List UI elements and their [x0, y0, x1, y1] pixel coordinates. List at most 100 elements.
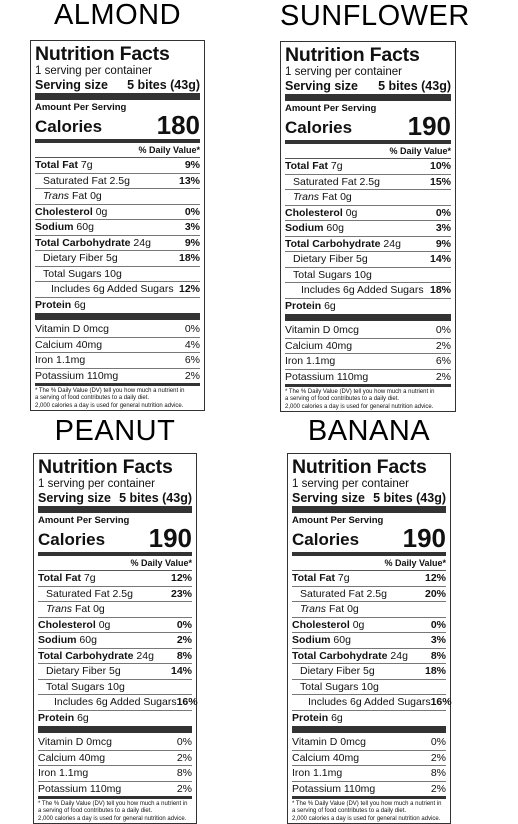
nutrient-percent: 0%	[430, 736, 446, 748]
nutrient-name: Calcium 40mg	[285, 339, 353, 352]
vitamins-section: Vitamin D 0mcg 0% Calcium 40mg 4% Iron 1…	[35, 322, 200, 383]
divider-thick	[285, 314, 451, 321]
footnote-line: * The % Daily Value (DV) tell you how mu…	[38, 801, 188, 807]
nutrition-label: Nutrition Facts 1 serving per container …	[287, 453, 452, 824]
footnote-line: a serving of food contributes to a daily…	[292, 808, 407, 815]
nutrient-percent: 2%	[176, 634, 192, 646]
nutrient-amount: 24g	[383, 237, 401, 250]
vitamin-d-row: Vitamin D 0mcg 0%	[35, 322, 200, 338]
nutrient-name: Includes 6g Added Sugars	[51, 283, 174, 295]
nutrient-percent: 3%	[184, 221, 200, 233]
nutrient-percent: 6%	[435, 355, 451, 367]
divider-thick	[35, 93, 200, 100]
total-fat-row: Total Fat 7g 10%	[285, 159, 451, 175]
nutrient-name: Cholesterol	[285, 206, 343, 219]
nutrient-percent: 12%	[170, 572, 192, 584]
nutrient-percent: 16%	[430, 696, 452, 708]
nutrient-amount: 0g	[98, 618, 111, 631]
nutrient-name: Iron 1.1mg	[38, 767, 89, 779]
footnote-line: 2,000 calories a day is used for general…	[292, 815, 441, 822]
nutrient-percent: 8%	[176, 649, 192, 662]
footnote-line: 2,000 calories a day is used for general…	[285, 403, 434, 410]
nutrient-name: Includes 6g Added Sugars	[301, 284, 424, 296]
calcium-row: Calcium 40mg 2%	[38, 751, 192, 766]
divider-medium	[35, 139, 200, 143]
iron-row: Iron 1.1mg 8%	[38, 766, 192, 782]
calcium-row: Calcium 40mg 2%	[285, 339, 451, 354]
nutrient-amount: 60g	[333, 634, 351, 646]
nutrient-name: Total Sugars 10g	[293, 268, 372, 281]
amount-per-serving: Amount Per Serving	[38, 515, 130, 526]
flavor-title: BANANA	[307, 415, 431, 447]
nutrient-percent: 16%	[176, 696, 198, 708]
iron-row: Iron 1.1mg 6%	[285, 354, 451, 370]
nutrient-name: Sodium	[38, 634, 77, 646]
nutrient-name: Vitamin D 0mcg	[292, 736, 366, 748]
potassium-row: Potassium 110mg 2%	[38, 782, 192, 797]
total-carb-row: Total Carbohydrate 24g 9%	[35, 236, 200, 251]
dietary-fiber-row: Dietary Fiber 5g 18%	[292, 664, 446, 680]
nutrient-percent: 9%	[184, 236, 200, 249]
nutrition-label: Nutrition Facts 1 serving per container …	[30, 40, 205, 411]
nutrient-name: Sodium	[35, 221, 74, 233]
nutrient-name: Total Carbohydrate	[35, 236, 131, 249]
nutrient-amount: 6g	[331, 711, 343, 724]
nutrient-name: Dietary Fiber 5g	[293, 253, 368, 265]
footnote: * The % Daily Value (DV) tell you how mu…	[38, 796, 192, 823]
protein-row: Protein 6g	[35, 298, 200, 313]
nutrition-label: Nutrition Facts 1 serving per container …	[33, 453, 198, 824]
flavor-title: ALMOND	[53, 0, 182, 31]
footnote-line: a serving of food contributes to a daily…	[38, 808, 153, 815]
divider-medium	[38, 552, 192, 556]
nutrient-name: Potassium 110mg	[292, 782, 376, 795]
serving-size-value: 5 bites (43g)	[378, 79, 451, 93]
trans-fat-row: Trans Fat 0g	[35, 189, 200, 205]
iron-row: Iron 1.1mg 6%	[35, 353, 200, 369]
added-sugars-row: Includes 6g Added Sugars 16%	[38, 695, 198, 711]
protein-row: Protein 6g	[38, 711, 192, 726]
nutrient-name: Protein	[285, 299, 322, 312]
nutrient-name: Protein	[35, 298, 72, 311]
panel-sunflower: SUNFLOWER Nutrition Facts 1 serving per …	[280, 0, 469, 412]
calories-label: Calories	[38, 530, 106, 549]
potassium-row: Potassium 110mg 2%	[35, 369, 200, 384]
nutrient-amount: 60g	[326, 222, 344, 234]
panel-banana: BANANA Nutrition Facts 1 serving per con…	[287, 415, 452, 824]
trans-fat-row: Trans Fat 0g	[292, 602, 446, 618]
total-fat-row: Total Fat 7g 12%	[38, 571, 192, 587]
nutrient-percent: 13%	[178, 174, 200, 187]
vitamin-d-row: Vitamin D 0mcg 0%	[38, 735, 192, 751]
calories-row: Calories 180	[35, 112, 200, 138]
nutrient-percent: 9%	[184, 159, 200, 171]
calories-label: Calories	[35, 117, 103, 136]
nutrient-name: Saturated Fat 2.5g	[300, 587, 387, 600]
nutrient-name: Sodium	[292, 634, 331, 646]
dietary-fiber-row: Dietary Fiber 5g 14%	[38, 664, 192, 680]
nutrient-name: Total Sugars 10g	[43, 267, 122, 280]
dietary-fiber-row: Dietary Fiber 5g 14%	[285, 252, 451, 268]
nutrient-name: Includes 6g Added Sugars	[54, 696, 177, 708]
calories-value: 190	[407, 111, 451, 141]
footnote-line: * The % Daily Value (DV) tell you how mu…	[35, 388, 185, 394]
nutrient-percent: 4%	[184, 338, 200, 351]
vitamins-section: Vitamin D 0mcg 0% Calcium 40mg 2% Iron 1…	[285, 323, 451, 384]
nutrition-label: Nutrition Facts 1 serving per container …	[280, 41, 456, 412]
nutrient-name: Saturated Fat 2.5g	[46, 587, 133, 600]
total-carb-row: Total Carbohydrate 24g 8%	[38, 649, 192, 664]
nutrient-percent: 9%	[435, 237, 451, 250]
nutrient-percent: 20%	[424, 587, 446, 600]
nutrient-name: Dietary Fiber 5g	[46, 665, 121, 677]
protein-row: Protein 6g	[292, 711, 446, 726]
nutrient-percent: 0%	[176, 618, 192, 631]
nutrient-percent: 0%	[184, 323, 200, 335]
nutrient-percent: 2%	[430, 751, 446, 764]
trans-word: Trans	[293, 191, 320, 203]
vitamins-section: Vitamin D 0mcg 0% Calcium 40mg 2% Iron 1…	[292, 735, 446, 796]
daily-value-header: % Daily Value*	[35, 144, 200, 158]
nutrient-name: Total Sugars 10g	[46, 680, 125, 693]
nutrient-amount: 60g	[79, 634, 97, 646]
saturated-fat-row: Saturated Fat 2.5g 23%	[38, 587, 192, 602]
nutrient-percent: 0%	[430, 618, 446, 631]
nutrient-percent: 6%	[184, 354, 200, 366]
nutrient-percent: 18%	[424, 665, 446, 677]
